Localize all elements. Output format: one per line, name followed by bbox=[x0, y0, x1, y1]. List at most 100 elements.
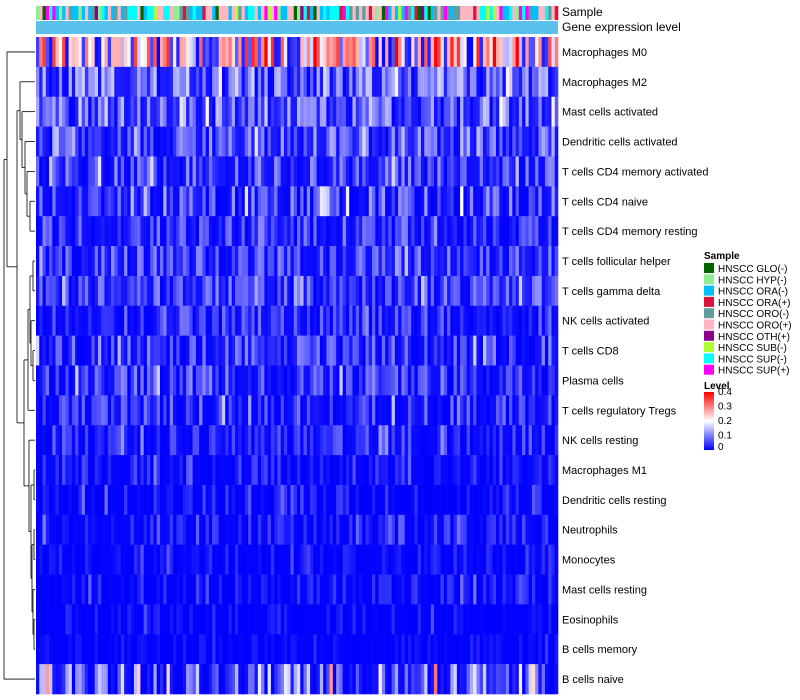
heatmap-cell bbox=[430, 395, 435, 426]
heatmap-cell bbox=[349, 96, 353, 127]
heatmap-cell bbox=[447, 664, 451, 695]
heatmap-cell bbox=[101, 126, 105, 157]
heatmap-cell bbox=[205, 156, 210, 187]
heatmap-cell bbox=[411, 126, 415, 157]
heatmap-cell bbox=[518, 664, 523, 695]
heatmap-cell bbox=[447, 246, 451, 277]
heatmap-cell bbox=[107, 305, 112, 336]
heatmap-cell bbox=[515, 66, 520, 98]
heatmap-cell bbox=[163, 604, 167, 635]
heatmap-cell bbox=[420, 544, 425, 575]
heatmap-cell bbox=[120, 216, 125, 247]
heatmap-cell bbox=[111, 544, 115, 575]
heatmap-cell bbox=[45, 66, 50, 98]
heatmap-cell bbox=[215, 425, 219, 456]
sample-annotation-cell bbox=[176, 6, 180, 20]
heatmap-cell bbox=[391, 395, 396, 426]
heatmap-cell bbox=[140, 66, 144, 98]
heatmap-cell bbox=[111, 216, 115, 247]
heatmap-cell bbox=[231, 425, 236, 456]
sample-legend-label: HNSCC ORA(+) bbox=[718, 298, 791, 309]
heatmap-cell bbox=[469, 335, 474, 366]
heatmap-cell bbox=[283, 664, 288, 695]
heatmap-cell bbox=[313, 37, 317, 68]
heatmap-cell bbox=[391, 37, 396, 68]
heatmap-cell bbox=[280, 335, 285, 366]
heatmap-cell bbox=[137, 335, 141, 366]
heatmap-cell bbox=[42, 664, 47, 695]
heatmap-cell bbox=[528, 126, 533, 157]
heatmap-cell bbox=[179, 574, 184, 605]
heatmap-cell bbox=[267, 484, 272, 516]
heatmap-cell bbox=[62, 574, 66, 605]
heatmap-cell bbox=[319, 634, 324, 665]
heatmap-cell bbox=[323, 305, 327, 336]
sample-annotation-cell bbox=[251, 6, 255, 20]
heatmap-cell bbox=[225, 335, 229, 366]
heatmap-cell bbox=[332, 425, 337, 456]
heatmap-cell bbox=[414, 604, 419, 635]
sample-annotation-cell bbox=[479, 6, 484, 20]
sample-annotation-cell bbox=[156, 6, 161, 20]
heatmap-cell bbox=[104, 395, 109, 426]
heatmap-cell bbox=[319, 514, 324, 545]
heatmap-cell bbox=[78, 186, 82, 217]
heatmap-cell bbox=[398, 365, 402, 396]
heatmap-cell bbox=[326, 305, 330, 336]
heatmap-cell bbox=[434, 96, 438, 127]
heatmap-cell bbox=[297, 66, 301, 98]
heatmap-cell bbox=[424, 514, 428, 545]
heatmap-cell bbox=[407, 186, 412, 217]
heatmap-cell bbox=[104, 455, 109, 486]
heatmap-cell bbox=[358, 604, 363, 635]
heatmap-cell bbox=[512, 365, 516, 396]
heatmap-cell bbox=[49, 96, 53, 127]
heatmap-cell bbox=[238, 365, 242, 396]
heatmap-cell bbox=[137, 455, 141, 486]
heatmap-cell bbox=[297, 365, 301, 396]
heatmap-cell bbox=[182, 484, 187, 516]
heatmap-cell bbox=[355, 634, 360, 665]
heatmap-cell bbox=[486, 604, 490, 635]
heatmap-cell bbox=[202, 634, 206, 665]
heatmap-cell bbox=[277, 455, 281, 486]
heatmap-cell bbox=[355, 186, 360, 217]
heatmap-cell bbox=[499, 335, 503, 366]
heatmap-cell bbox=[88, 156, 92, 187]
heatmap-cell bbox=[525, 66, 529, 98]
heatmap-cell bbox=[411, 425, 415, 456]
heatmap-cell bbox=[391, 246, 396, 277]
heatmap-cell bbox=[375, 634, 379, 665]
heatmap-cell bbox=[173, 156, 177, 187]
heatmap-cell bbox=[133, 37, 138, 68]
heatmap-cell bbox=[195, 455, 200, 486]
heatmap-cell bbox=[339, 216, 343, 247]
heatmap-cell bbox=[264, 216, 268, 247]
heatmap-cell bbox=[218, 216, 223, 247]
heatmap-cell bbox=[244, 156, 249, 187]
heatmap-cell bbox=[476, 664, 480, 695]
heatmap-cell bbox=[68, 216, 73, 247]
heatmap-cell bbox=[45, 425, 50, 456]
heatmap-cell bbox=[476, 544, 480, 575]
heatmap-cell bbox=[153, 246, 158, 277]
heatmap-cell bbox=[248, 246, 252, 277]
heatmap-cell bbox=[277, 484, 281, 516]
heatmap-row bbox=[36, 335, 559, 366]
heatmap-cell bbox=[368, 156, 373, 187]
heatmap-cell bbox=[407, 37, 412, 68]
heatmap-cell bbox=[293, 664, 298, 695]
heatmap-cell bbox=[192, 484, 197, 516]
heatmap-cell bbox=[182, 455, 187, 486]
heatmap-cell bbox=[310, 634, 314, 665]
heatmap-cell bbox=[541, 544, 546, 575]
heatmap-cell bbox=[525, 126, 529, 157]
heatmap-cell bbox=[365, 66, 370, 98]
heatmap-cell bbox=[205, 425, 210, 456]
heatmap-cell bbox=[297, 455, 301, 486]
heatmap-cell bbox=[303, 305, 308, 336]
heatmap-cell bbox=[430, 246, 435, 277]
heatmap-cell bbox=[130, 37, 135, 68]
heatmap-cell bbox=[169, 484, 174, 516]
heatmap-cell bbox=[300, 246, 304, 277]
